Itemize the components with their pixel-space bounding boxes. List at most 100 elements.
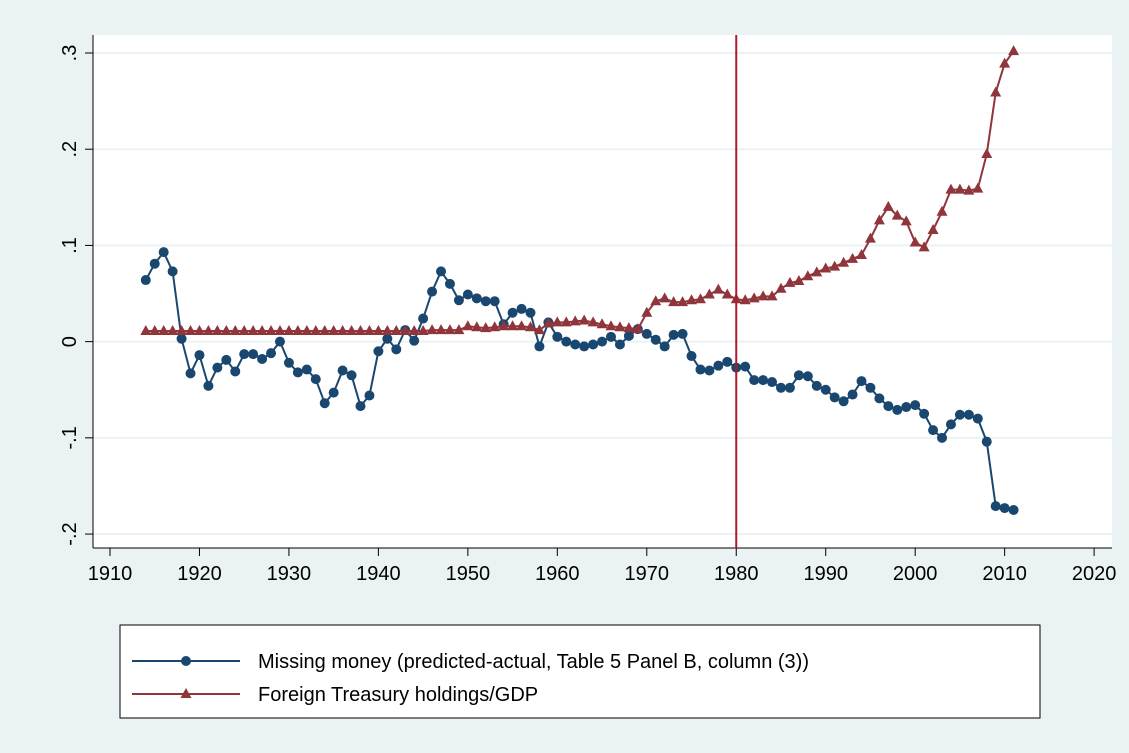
circle-marker	[722, 356, 733, 367]
triangle-marker	[703, 288, 715, 299]
x-tick-label: 1980	[714, 563, 759, 585]
triangle-marker	[1008, 45, 1020, 56]
triangle-marker	[180, 688, 192, 698]
circle-marker	[668, 329, 679, 340]
triangle-marker	[176, 325, 188, 336]
triangle-marker	[524, 321, 536, 332]
triangle-marker	[686, 294, 698, 305]
triangle-marker	[963, 184, 975, 195]
triangle-marker	[632, 323, 644, 334]
triangle-marker	[775, 282, 787, 293]
circle-marker	[614, 339, 625, 350]
circle-marker	[427, 286, 438, 297]
triangle-marker	[220, 325, 232, 336]
circle-marker	[641, 328, 652, 339]
circle-marker	[874, 393, 885, 404]
circle-marker	[570, 339, 581, 350]
circle-marker	[292, 367, 303, 378]
circle-marker	[597, 336, 608, 347]
triangle-marker	[301, 325, 313, 336]
x-tick-label: 2010	[982, 563, 1027, 585]
circle-marker	[149, 258, 160, 269]
circle-marker	[838, 396, 849, 407]
triangle-marker	[650, 295, 662, 306]
circle-marker	[749, 375, 760, 386]
circle-marker	[319, 398, 330, 409]
circle-marker	[418, 313, 429, 324]
triangle-marker	[328, 325, 340, 336]
circle-marker	[937, 432, 948, 443]
x-tick-label: 1940	[356, 563, 401, 585]
triangle-marker	[945, 183, 957, 194]
triangle-marker	[381, 325, 393, 336]
triangle-marker	[659, 292, 671, 303]
circle-marker	[221, 354, 232, 365]
triangle-marker	[900, 215, 912, 226]
triangle-marker	[274, 325, 286, 336]
triangle-marker	[390, 325, 402, 336]
circle-marker	[212, 362, 223, 373]
triangle-marker	[569, 315, 581, 326]
circle-marker	[364, 390, 375, 401]
circle-marker	[507, 307, 518, 318]
circle-marker	[248, 349, 259, 360]
x-tick-label: 2000	[893, 563, 938, 585]
circle-marker	[185, 368, 196, 379]
y-tick-label: .1	[59, 237, 81, 254]
circle-marker	[802, 371, 813, 382]
circle-marker	[793, 370, 804, 381]
circle-marker	[230, 366, 241, 377]
triangle-marker	[256, 325, 268, 336]
triangle-marker	[426, 324, 438, 335]
triangle-marker	[489, 321, 501, 332]
circle-marker	[257, 353, 268, 364]
circle-marker	[328, 387, 339, 398]
triangle-marker	[873, 214, 885, 225]
triangle-marker	[238, 325, 250, 336]
circle-marker	[784, 382, 795, 393]
triangle-marker	[668, 296, 680, 307]
triangle-marker	[435, 324, 447, 335]
circle-marker	[588, 339, 599, 350]
circle-marker	[176, 333, 187, 344]
circle-marker	[605, 331, 616, 342]
circle-marker	[901, 402, 912, 413]
triangle-marker	[346, 325, 358, 336]
circle-marker	[489, 296, 500, 307]
y-tick-label: 0	[59, 336, 81, 347]
circle-marker	[516, 303, 527, 314]
circle-marker	[883, 401, 894, 412]
triangle-marker	[596, 318, 608, 329]
triangle-marker	[927, 224, 939, 235]
triangle-marker	[990, 86, 1002, 97]
triangle-marker	[408, 325, 420, 336]
triangle-marker	[462, 320, 474, 331]
circle-marker	[820, 384, 831, 395]
circle-marker	[382, 333, 393, 344]
circle-marker	[623, 330, 634, 341]
triangle-marker	[560, 316, 572, 327]
triangle-marker	[453, 324, 465, 335]
triangle-marker	[882, 200, 894, 211]
triangle-marker	[677, 296, 689, 307]
triangle-marker	[811, 266, 823, 277]
circle-marker	[283, 357, 294, 368]
triangle-marker	[820, 262, 832, 273]
circle-marker	[301, 364, 312, 375]
triangle-marker	[802, 270, 814, 281]
triangle-marker	[354, 325, 366, 336]
circle-marker	[579, 341, 590, 352]
triangle-marker	[444, 324, 456, 335]
circle-marker	[847, 389, 858, 400]
legend-label: Missing money (predicted-actual, Table 5…	[258, 651, 809, 673]
circle-marker	[740, 361, 751, 372]
circle-marker	[239, 349, 250, 360]
circle-marker	[767, 377, 778, 388]
triangle-marker	[516, 320, 528, 331]
triangle-marker	[748, 292, 760, 303]
triangle-marker	[551, 316, 563, 327]
x-tick-label: 1970	[625, 563, 670, 585]
circle-marker	[775, 382, 786, 393]
circle-marker	[695, 364, 706, 375]
